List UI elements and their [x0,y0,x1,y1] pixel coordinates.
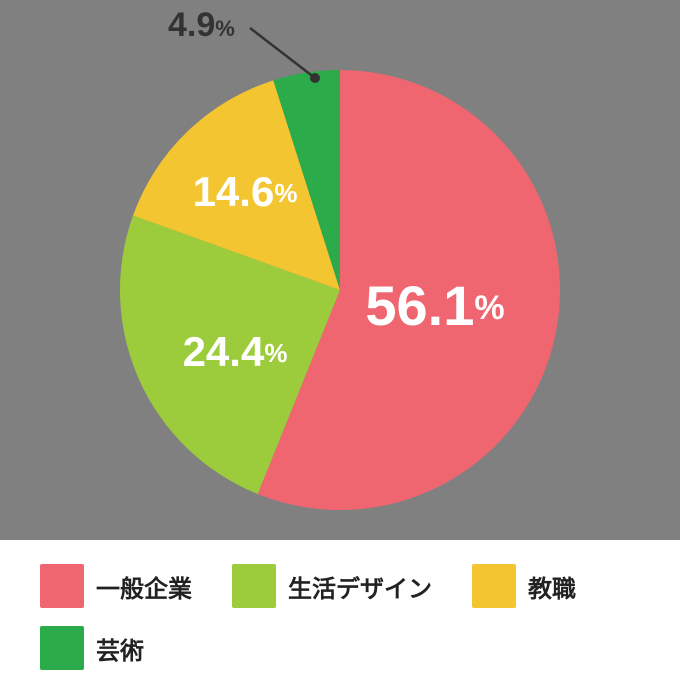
legend-item-geijutsu: 芸術 [40,626,144,670]
legend-swatch-geijutsu [40,626,84,670]
legend-label-seikatsu-design: 生活デザイン [288,569,432,604]
chart-card: 56.1%24.4%14.6% 4.9% 一般企業 生活デザイン 教職芸術 [0,0,680,700]
callout-value: 4.9 [168,6,215,44]
callout-suffix: % [215,16,235,41]
legend-label-geijutsu: 芸術 [96,631,144,666]
pie-chart-svg: 56.1%24.4%14.6% [0,0,680,540]
legend-label-kyoshoku: 教職 [528,569,576,604]
callout-line [250,28,315,78]
callout-label: 4.9% [168,6,235,45]
legend-swatch-seikatsu-design [232,564,276,608]
legend-swatch-ippan-kigyo [40,564,84,608]
pie-chart-area: 56.1%24.4%14.6% 4.9% [0,0,680,540]
legend-swatch-kyoshoku [472,564,516,608]
legend-item-kyoshoku: 教職 [472,564,576,608]
chart-legend: 一般企業 生活デザイン 教職芸術 [40,564,640,670]
callout-dot [310,73,320,83]
legend-item-seikatsu-design: 生活デザイン [232,564,432,608]
legend-item-ippan-kigyo: 一般企業 [40,564,192,608]
legend-label-ippan-kigyo: 一般企業 [96,569,192,604]
